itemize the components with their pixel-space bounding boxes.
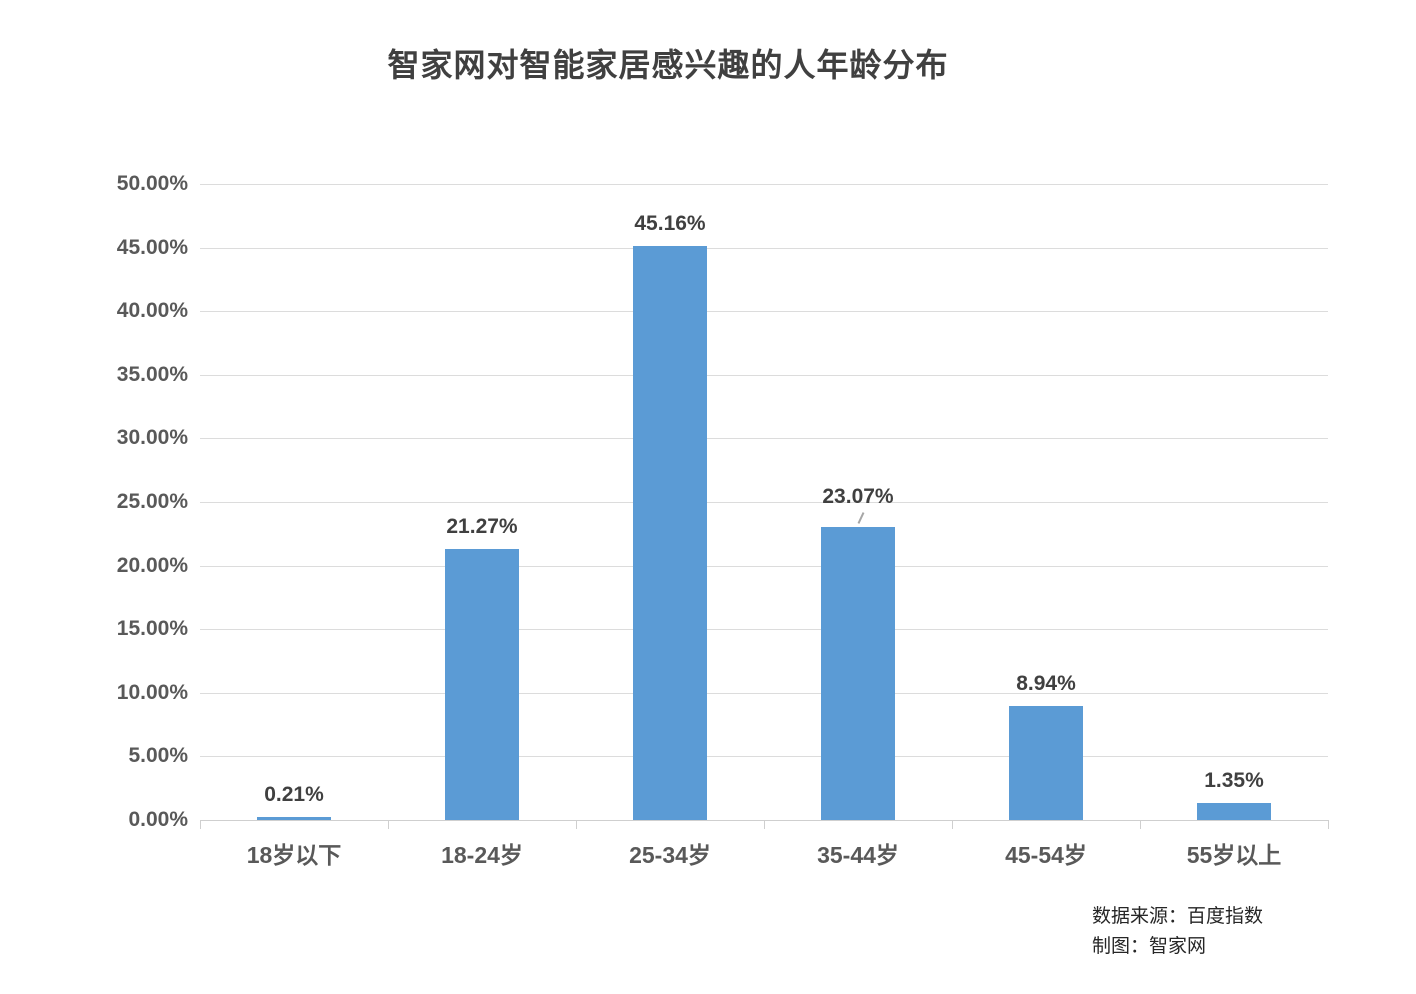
source-line-author: 制图：智家网 bbox=[1092, 936, 1207, 957]
gridline-35.00% bbox=[200, 374, 1328, 376]
gridline-40.00% bbox=[200, 311, 1328, 313]
bar-25-34岁 bbox=[633, 246, 707, 820]
plot-area: 0.00% 5.00% 10.00% 15.00% 20.00% 25.00% 30.00%… bbox=[117, 173, 1329, 868]
x-axis-tick bbox=[388, 820, 389, 829]
data-label-leader-line bbox=[857, 512, 865, 524]
bar-35-44岁 bbox=[821, 527, 895, 820]
x-axis-tick bbox=[952, 820, 953, 829]
y-axis-label-35.00%: 35.00% bbox=[116, 362, 188, 386]
x-axis-label-35-44岁: 35-44岁 bbox=[817, 842, 899, 868]
bar-45-54岁 bbox=[1009, 706, 1083, 820]
y-axis-label-15.00%: 15.00% bbox=[116, 617, 188, 641]
gridline-5.00% bbox=[200, 756, 1328, 758]
gridline-45.00% bbox=[200, 247, 1328, 249]
x-axis-tick bbox=[1328, 820, 1329, 829]
x-axis-tick bbox=[200, 820, 201, 829]
bar-55岁以上 bbox=[1197, 803, 1271, 820]
y-axis-label-10.00%: 10.00% bbox=[116, 680, 188, 704]
y-axis-label-30.00%: 30.00% bbox=[116, 426, 188, 450]
y-axis-label-20.00%: 20.00% bbox=[116, 553, 188, 577]
data-label-25-34岁: 45.16% bbox=[634, 212, 706, 235]
gridline-20.00% bbox=[200, 565, 1328, 567]
x-axis-tick bbox=[1140, 820, 1141, 829]
x-axis-label-18-24岁: 18-24岁 bbox=[441, 842, 523, 868]
gridline-25.00% bbox=[200, 502, 1328, 503]
x-axis-label-55岁以上: 55岁以上 bbox=[1186, 842, 1282, 868]
bar-18岁以下 bbox=[257, 817, 331, 820]
data-label-18-24岁: 21.27% bbox=[446, 515, 518, 538]
gridline-30.00% bbox=[200, 438, 1328, 440]
x-axis-tick bbox=[576, 820, 577, 829]
x-axis-label-18岁以下: 18岁以下 bbox=[246, 842, 342, 868]
gridline-10.00% bbox=[200, 692, 1328, 694]
source-note: 数据来源：百度指数 制图：智家网 bbox=[1092, 902, 1263, 962]
y-axis-label-25.00%: 25.00% bbox=[116, 490, 188, 513]
y-axis-label-5.00%: 5.00% bbox=[128, 744, 188, 768]
x-axis-tick bbox=[764, 820, 765, 829]
source-line-datasource: 数据来源：百度指数 bbox=[1092, 906, 1264, 927]
data-label-18岁以下: 0.21% bbox=[264, 783, 324, 806]
bar-18-24岁 bbox=[445, 549, 519, 820]
x-axis-label-45-54岁: 45-54岁 bbox=[1005, 842, 1087, 868]
x-axis-label-25-34岁: 25-34岁 bbox=[629, 842, 711, 868]
y-axis-label-45.00%: 45.00% bbox=[116, 235, 188, 259]
data-label-45-54岁: 8.94% bbox=[1016, 672, 1076, 695]
gridline-15.00% bbox=[200, 629, 1328, 631]
y-axis-label-50.00%: 50.00% bbox=[116, 172, 188, 195]
data-label-35-44岁: 23.07% bbox=[822, 485, 894, 508]
y-axis-label-40.00%: 40.00% bbox=[116, 299, 188, 323]
chart-title: 智家网对智能家居感兴趣的人年龄分布 bbox=[387, 47, 949, 83]
data-label-55岁以上: 1.35% bbox=[1204, 769, 1264, 792]
y-axis-label-0.00%: 0.00% bbox=[128, 808, 188, 831]
gridline-50.00% bbox=[200, 184, 1328, 185]
